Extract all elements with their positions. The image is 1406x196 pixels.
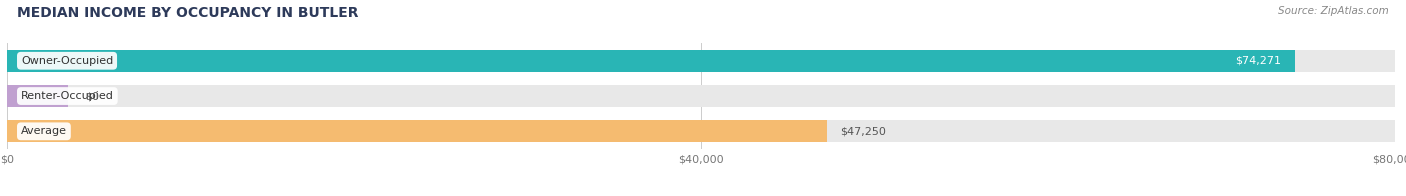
Text: $74,271: $74,271	[1236, 56, 1281, 66]
Bar	[7, 50, 1395, 72]
Bar	[7, 50, 1295, 72]
Text: Source: ZipAtlas.com: Source: ZipAtlas.com	[1278, 6, 1389, 16]
Bar	[7, 85, 67, 107]
Text: MEDIAN INCOME BY OCCUPANCY IN BUTLER: MEDIAN INCOME BY OCCUPANCY IN BUTLER	[17, 6, 359, 20]
Text: Average: Average	[21, 126, 67, 136]
Bar	[7, 120, 1395, 142]
Text: Renter-Occupied: Renter-Occupied	[21, 91, 114, 101]
Bar	[7, 85, 1395, 107]
Text: Owner-Occupied: Owner-Occupied	[21, 56, 112, 66]
Text: $0: $0	[86, 91, 98, 101]
Bar	[7, 120, 827, 142]
Text: $47,250: $47,250	[841, 126, 886, 136]
